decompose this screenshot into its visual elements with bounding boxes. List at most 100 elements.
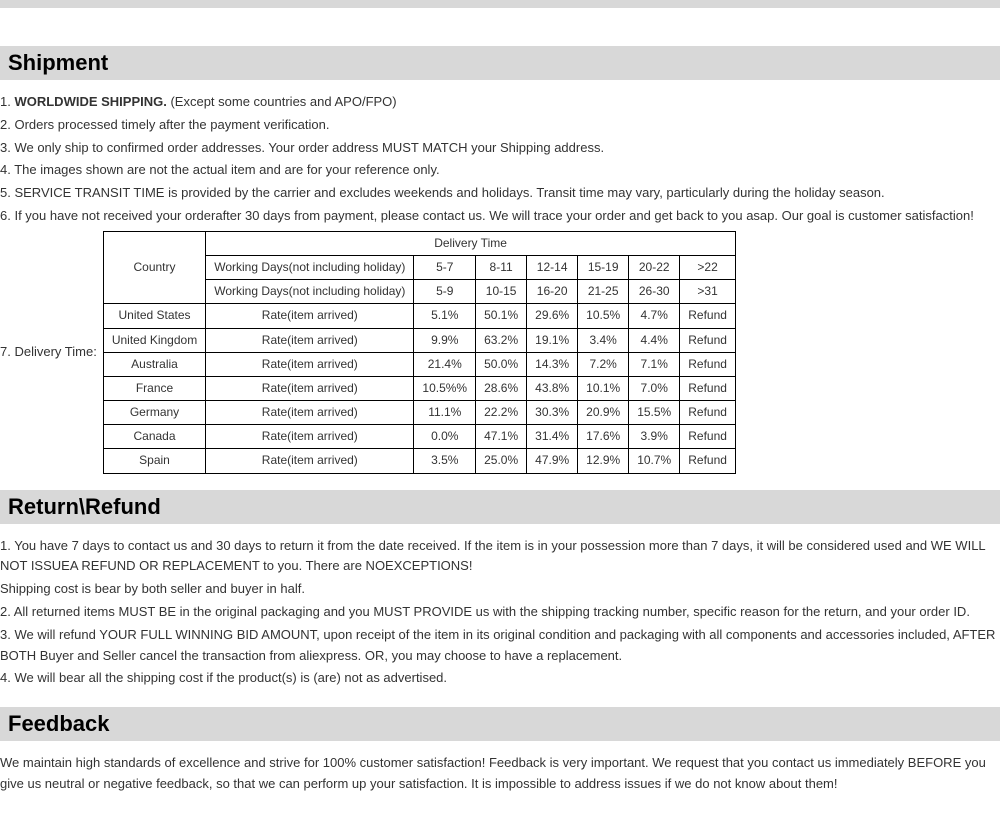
table-cell: 10.5%% [414,376,476,400]
table-cell: 17.6% [578,425,629,449]
table-cell: 26-30 [629,280,680,304]
return-p1: 1. You have 7 days to contact us and 30 … [0,536,1000,578]
table-cell: 11.1% [414,401,476,425]
feedback-p1: We maintain high standards of excellence… [0,753,1000,795]
table-cell: 12.9% [578,449,629,473]
feedback-content: We maintain high standards of excellence… [0,741,1000,813]
table-cell: >22 [680,255,736,279]
table-cell: 43.8% [527,376,578,400]
table-cell: 0.0% [414,425,476,449]
table-cell: Spain [103,449,205,473]
table-cell: 5-9 [414,280,476,304]
table-cell: Australia [103,352,205,376]
table-cell: 9.9% [414,328,476,352]
return-p3: 3. We will refund YOUR FULL WINNING BID … [0,625,1000,667]
table-cell: Refund [680,376,736,400]
table-cell: 15.5% [629,401,680,425]
table-row: United KingdomRate(item arrived)9.9%63.2… [103,328,735,352]
table-cell: 7.2% [578,352,629,376]
table-cell: 47.9% [527,449,578,473]
table-cell: 10.1% [578,376,629,400]
table-cell: 16-20 [527,280,578,304]
shipment-item-6: 6. If you have not received your orderaf… [0,206,1000,227]
return-p1b: Shipping cost is bear by both seller and… [0,579,1000,600]
table-cell: 20-22 [629,255,680,279]
table-cell: 3.4% [578,328,629,352]
table-cell: United Kingdom [103,328,205,352]
table-row: FranceRate(item arrived)10.5%%28.6%43.8%… [103,376,735,400]
table-cell: United States [103,304,205,328]
top-bar [0,0,1000,8]
return-p4: 4. We will bear all the shipping cost if… [0,668,1000,689]
table-cell: 28.6% [476,376,527,400]
table-cell: 25.0% [476,449,527,473]
delivery-table-wrapper: 7. Delivery Time: CountryDelivery TimeWo… [0,231,1000,474]
table-cell: Rate(item arrived) [206,425,414,449]
table-cell: 31.4% [527,425,578,449]
return-header: Return\Refund [0,490,1000,524]
table-cell: 7.0% [629,376,680,400]
table-cell: Refund [680,449,736,473]
table-cell: Rate(item arrived) [206,401,414,425]
table-cell: Rate(item arrived) [206,352,414,376]
table-row: United StatesRate(item arrived)5.1%50.1%… [103,304,735,328]
table-cell: Delivery Time [206,231,736,255]
feedback-header: Feedback [0,707,1000,741]
table-cell: Working Days(not including holiday) [206,255,414,279]
item1-prefix: 1. [0,94,14,109]
table-cell: 21-25 [578,280,629,304]
delivery-time-label: 7. Delivery Time: [0,342,97,363]
table-cell: Refund [680,304,736,328]
table-cell: 8-11 [476,255,527,279]
table-cell: 22.2% [476,401,527,425]
table-cell: Rate(item arrived) [206,328,414,352]
table-cell: 50.1% [476,304,527,328]
return-p2: 2. All returned items MUST BE in the ori… [0,602,1000,623]
table-cell: Refund [680,425,736,449]
table-cell: Refund [680,352,736,376]
shipment-item-4: 4. The images shown are not the actual i… [0,160,1000,181]
shipment-item-1: 1. WORLDWIDE SHIPPING. (Except some coun… [0,92,1000,113]
item1-rest: (Except some countries and APO/FPO) [167,94,397,109]
item1-bold: WORLDWIDE SHIPPING. [14,94,166,109]
table-cell: 3.5% [414,449,476,473]
shipment-header: Shipment [0,46,1000,80]
table-row: AustraliaRate(item arrived)21.4%50.0%14.… [103,352,735,376]
table-cell: 4.4% [629,328,680,352]
shipment-item-3: 3. We only ship to confirmed order addre… [0,138,1000,159]
shipment-item-2: 2. Orders processed timely after the pay… [0,115,1000,136]
table-cell: 10-15 [476,280,527,304]
table-cell: 15-19 [578,255,629,279]
shipment-content: 1. WORLDWIDE SHIPPING. (Except some coun… [0,80,1000,490]
table-cell: Germany [103,401,205,425]
return-content: 1. You have 7 days to contact us and 30 … [0,524,1000,708]
table-cell: Refund [680,328,736,352]
table-cell: Refund [680,401,736,425]
table-cell: 4.7% [629,304,680,328]
table-cell: 19.1% [527,328,578,352]
table-row: SpainRate(item arrived)3.5%25.0%47.9%12.… [103,449,735,473]
table-cell: Canada [103,425,205,449]
table-cell: 5.1% [414,304,476,328]
table-cell: 20.9% [578,401,629,425]
table-row: GermanyRate(item arrived)11.1%22.2%30.3%… [103,401,735,425]
table-cell: >31 [680,280,736,304]
table-cell: 10.7% [629,449,680,473]
table-cell: 7.1% [629,352,680,376]
table-cell: Country [103,231,205,304]
table-cell: 63.2% [476,328,527,352]
table-cell: Working Days(not including holiday) [206,280,414,304]
table-cell: 21.4% [414,352,476,376]
table-cell: 30.3% [527,401,578,425]
table-cell: 50.0% [476,352,527,376]
table-cell: 10.5% [578,304,629,328]
table-row: CanadaRate(item arrived)0.0%47.1%31.4%17… [103,425,735,449]
table-cell: Rate(item arrived) [206,449,414,473]
table-cell: 12-14 [527,255,578,279]
table-cell: 14.3% [527,352,578,376]
delivery-table: CountryDelivery TimeWorking Days(not inc… [103,231,736,474]
table-cell: Rate(item arrived) [206,304,414,328]
table-cell: 5-7 [414,255,476,279]
table-cell: 3.9% [629,425,680,449]
shipment-item-5: 5. SERVICE TRANSIT TIME is provided by t… [0,183,1000,204]
